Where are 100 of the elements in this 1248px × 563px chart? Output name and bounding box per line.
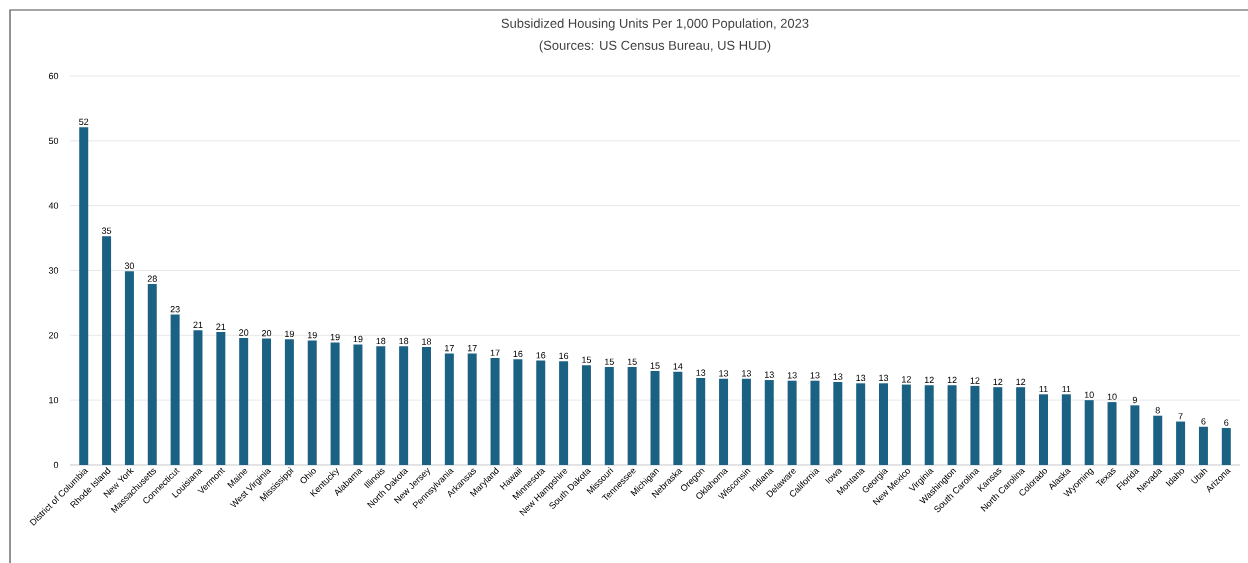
data-label: 17 [490, 349, 500, 356]
y-tick-label: 50 [48, 137, 59, 144]
data-label: 18 [376, 337, 386, 345]
bar [856, 383, 866, 465]
bar [696, 378, 706, 465]
bar [673, 371, 683, 465]
data-label: 13 [833, 373, 843, 380]
data-label: 19 [330, 333, 340, 341]
data-label: 8 [1155, 407, 1160, 414]
bar [947, 385, 957, 465]
bar [970, 385, 980, 465]
bar [719, 378, 729, 465]
bar [307, 340, 317, 465]
bar [1061, 394, 1071, 465]
data-label: 10 [1107, 393, 1117, 400]
data-label: 15 [605, 358, 614, 365]
data-label: 17 [445, 345, 454, 352]
data-label: 16 [559, 352, 569, 360]
data-label: 7 [1178, 413, 1183, 420]
bar [1176, 421, 1186, 465]
data-label: 19 [353, 335, 363, 343]
bar [924, 385, 934, 465]
bar [604, 367, 614, 465]
bar [833, 382, 843, 465]
data-label: 16 [536, 352, 546, 359]
data-label: 12 [902, 376, 911, 383]
bar [787, 380, 797, 465]
data-label: 9 [1132, 396, 1137, 404]
data-label: 13 [719, 370, 729, 377]
bar [490, 358, 500, 465]
bar [1016, 387, 1026, 465]
bar [467, 353, 477, 465]
bar [1221, 428, 1231, 465]
data-label: 13 [879, 374, 889, 382]
bar [376, 346, 386, 465]
data-label: 20 [239, 329, 249, 336]
bar [1153, 415, 1163, 465]
y-tick-label: 60 [48, 72, 59, 80]
y-tick-label: 40 [48, 202, 59, 209]
bar [330, 342, 340, 465]
data-label: 13 [787, 372, 797, 379]
data-label: 16 [513, 350, 523, 358]
bar [1198, 426, 1208, 465]
data-label: 12 [970, 377, 980, 384]
data-label: 30 [124, 262, 135, 269]
data-label: 12 [924, 376, 934, 384]
data-label: 15 [582, 356, 592, 363]
data-label: 14 [673, 363, 683, 370]
bar [79, 127, 89, 465]
data-label: 10 [1084, 391, 1094, 398]
bar [170, 314, 180, 465]
bar [444, 353, 454, 465]
bar [1130, 405, 1140, 465]
data-label: 15 [627, 358, 637, 365]
bar [399, 346, 409, 465]
bar [239, 337, 249, 465]
bar [513, 359, 523, 465]
bar [124, 271, 134, 465]
data-label: 11 [1062, 385, 1071, 393]
data-label: 18 [399, 337, 409, 345]
bar [353, 344, 363, 465]
data-label: 23 [170, 306, 180, 313]
data-label: 21 [216, 323, 226, 330]
y-tick-label: 30 [48, 267, 59, 274]
bar [741, 378, 751, 465]
data-label: 18 [422, 338, 432, 345]
bar [421, 346, 431, 465]
data-label: 12 [993, 378, 1003, 385]
data-label: 19 [285, 330, 294, 338]
data-label: 15 [650, 362, 660, 369]
bar [810, 380, 820, 465]
data-label: 13 [856, 374, 866, 382]
data-label: 13 [742, 370, 751, 377]
bar [102, 236, 112, 465]
data-label: 12 [947, 376, 957, 384]
bar [559, 361, 569, 465]
data-label: 13 [764, 371, 774, 378]
bar [536, 360, 546, 465]
bar [1084, 400, 1094, 465]
data-label: 12 [1016, 378, 1026, 385]
bar [764, 380, 774, 465]
bar [1038, 394, 1048, 465]
data-label: 35 [101, 227, 112, 234]
chart-subtitle: (Sources: US Census Bureau, US HUD) [539, 40, 771, 53]
data-label: 17 [467, 345, 477, 352]
bar [650, 370, 660, 465]
data-label: 11 [1039, 385, 1048, 393]
y-tick-label: 10 [49, 396, 59, 404]
data-label: 6 [1201, 418, 1206, 425]
bar [284, 339, 294, 465]
x-tick-label: Utah [1190, 468, 1208, 484]
data-label: 13 [810, 372, 820, 379]
data-label: 52 [79, 118, 89, 126]
bar [581, 365, 591, 465]
y-tick-label: 0 [53, 461, 59, 469]
y-tick-label: 20 [48, 332, 59, 339]
data-label: 13 [696, 369, 706, 376]
bar [147, 284, 157, 465]
data-label: 19 [307, 331, 317, 339]
bar [1107, 402, 1117, 465]
